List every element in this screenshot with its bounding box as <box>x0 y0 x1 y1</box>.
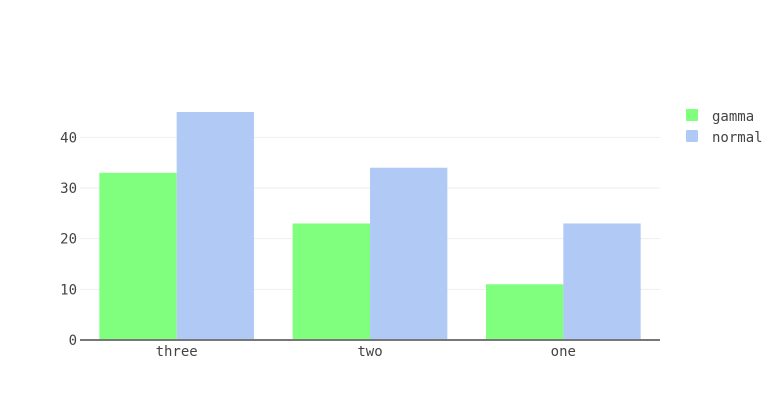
bars <box>99 112 641 340</box>
bar-normal-two <box>370 167 448 340</box>
x-tick-label: three <box>156 344 198 360</box>
y-tick-label: 10 <box>60 282 77 298</box>
y-tick-label: 40 <box>60 130 77 146</box>
legend: gamma normal <box>686 109 763 146</box>
legend-swatch-gamma <box>686 109 698 121</box>
bar-normal-three <box>176 112 254 340</box>
y-tick-label: 20 <box>60 232 77 248</box>
legend-label-normal: normal <box>712 130 763 146</box>
bar-gamma-one <box>486 284 564 340</box>
y-axis-ticks: 0 10 20 30 40 <box>60 130 77 349</box>
x-axis-ticks: three two one <box>156 344 576 360</box>
bar-gamma-three <box>99 172 177 340</box>
legend-label-gamma: gamma <box>712 109 754 125</box>
bar-normal-one <box>563 223 641 340</box>
legend-swatch-normal <box>686 130 698 142</box>
x-tick-label: two <box>357 344 382 360</box>
bar-gamma-two <box>292 223 370 340</box>
y-tick-label: 30 <box>60 181 77 197</box>
x-tick-label: one <box>551 344 576 360</box>
y-tick-label: 0 <box>69 333 77 349</box>
